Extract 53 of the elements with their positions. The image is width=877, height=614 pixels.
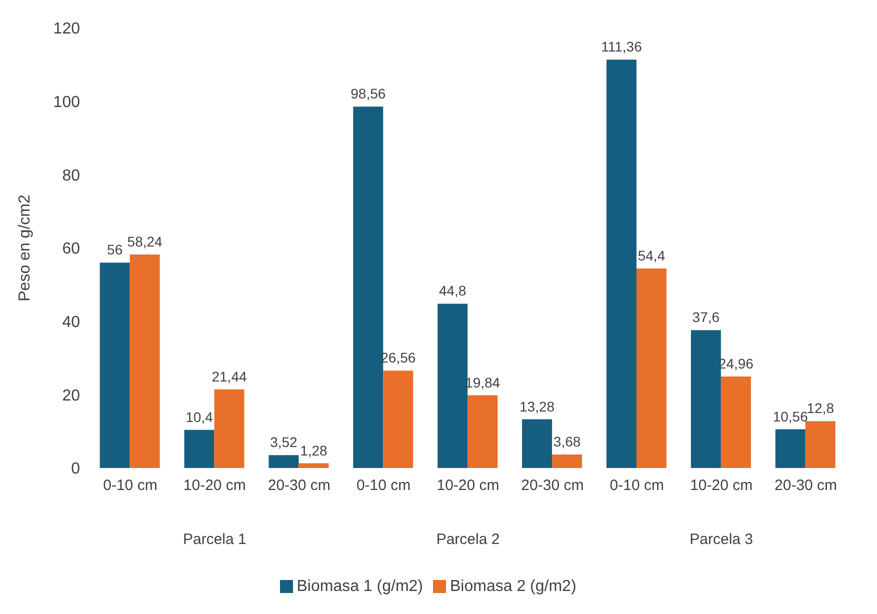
bar xyxy=(636,268,666,468)
bar xyxy=(606,60,636,468)
data-label: 98,56 xyxy=(350,86,386,102)
data-label: 21,44 xyxy=(212,368,247,384)
bar xyxy=(383,370,414,468)
bar xyxy=(214,389,244,468)
data-label: 44,8 xyxy=(438,282,466,299)
bar xyxy=(552,454,582,468)
bar xyxy=(438,304,468,468)
y-tick-label: 20 xyxy=(62,387,80,404)
data-label: 54,4 xyxy=(638,248,666,264)
y-tick-label: 80 xyxy=(62,167,80,184)
data-label: 56 xyxy=(107,242,123,258)
bar xyxy=(720,376,751,468)
data-label: 3,52 xyxy=(270,434,298,450)
data-label: 12,8 xyxy=(806,400,834,416)
x-tick-label: 10-20 cm xyxy=(690,477,753,494)
data-label: 10,56 xyxy=(772,408,808,424)
legend-label: Biomasa 1 (g/m2) xyxy=(296,578,423,595)
x-tick-label: 20-30 cm xyxy=(268,477,330,494)
data-label: 111,36 xyxy=(601,38,642,55)
y-axis-title: Peso en g/cm2 xyxy=(16,194,34,302)
x-tick-label: 10-20 cm xyxy=(183,477,246,494)
x-tick-label: 20-30 cm xyxy=(774,477,838,494)
data-label: 58,24 xyxy=(127,233,163,250)
text: Parcela 2 xyxy=(436,531,500,548)
data-label: 1,28 xyxy=(300,442,328,458)
legend-label: Biomasa 2 (g/m2) xyxy=(450,578,576,595)
y-tick-label: 40 xyxy=(62,314,80,332)
data-label: 10,4 xyxy=(186,408,214,425)
x-tick-label: 0-10 cm xyxy=(356,477,411,494)
x-tick-label: 0-10 cm xyxy=(610,477,664,494)
data-label: 3,68 xyxy=(553,434,581,450)
bar xyxy=(268,455,299,468)
bar xyxy=(184,430,214,468)
text: Parcela 1 xyxy=(182,531,246,548)
y-tick-label: 0 xyxy=(71,460,80,478)
y-tick-label: 120 xyxy=(53,20,80,38)
x-tick-label: 0-10 cm xyxy=(103,477,158,494)
x-tick-label: 20-30 cm xyxy=(521,477,584,494)
bar xyxy=(690,330,721,468)
bar xyxy=(468,395,498,468)
bar xyxy=(522,419,552,468)
bar xyxy=(130,254,160,468)
bar xyxy=(775,429,806,468)
y-tick-label: 60 xyxy=(62,240,80,258)
y-tick-label: 100 xyxy=(53,94,80,112)
bar xyxy=(298,463,329,468)
text: Parcela 3 xyxy=(690,531,754,548)
x-tick-label: 10-20 cm xyxy=(436,477,500,494)
data-label: 13,28 xyxy=(520,398,555,414)
bar xyxy=(100,262,130,468)
data-label: 37,6 xyxy=(692,309,720,326)
